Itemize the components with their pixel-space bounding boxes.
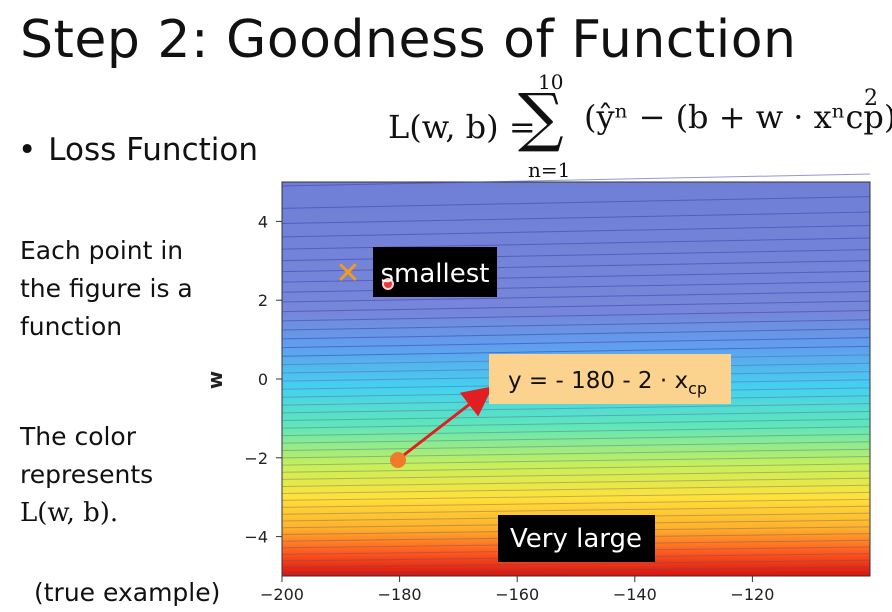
side-note-points: Each point in the figure is a function — [20, 232, 193, 346]
axis-ticks: −200 −180 −160 −140 −120 4 2 0 −2 −4 — [244, 212, 774, 604]
x-tick-label: −140 — [613, 585, 657, 604]
y-tick-label: −2 — [244, 449, 268, 468]
side-note-line: the figure is a — [20, 274, 193, 303]
contour-line — [281, 403, 871, 414]
x-tick-label: −200 — [260, 585, 304, 604]
equation-label-box — [489, 354, 731, 404]
y-tick-label: 4 — [258, 212, 268, 231]
contour-line — [281, 337, 871, 349]
side-note-color: The color represents L(w, b). — [20, 418, 153, 532]
x-tick-label: −120 — [730, 585, 774, 604]
formula-lhs: L(w, b) = — [388, 108, 536, 146]
contour-line — [281, 566, 871, 575]
y-tick-label: −4 — [244, 528, 268, 547]
equation-label: y = - 180 - 2 · xcp — [508, 368, 707, 398]
contour-line — [281, 319, 871, 331]
contour-line — [281, 484, 871, 494]
very-large-label: Very large — [510, 524, 642, 554]
loss-function-bullet: • Loss Function — [18, 132, 258, 168]
contour-line — [281, 410, 871, 422]
contour-line — [281, 470, 871, 480]
y-tick-label: 0 — [258, 370, 268, 389]
side-note-line: The color — [20, 422, 137, 451]
y-axis-label: w — [203, 371, 227, 389]
sum-lower-limit: n=1 — [528, 158, 571, 182]
equation-subscript: cp — [688, 379, 707, 398]
formula-body: (ŷⁿ − (b + w · xⁿcp)) — [584, 98, 892, 136]
contour-line — [281, 463, 871, 473]
contour-line — [281, 290, 871, 303]
formula-power: 2 — [864, 86, 878, 111]
slide-title: Step 2: Goodness of Function — [20, 10, 797, 70]
contour-line — [281, 345, 871, 357]
smallest-label: smallest — [381, 259, 490, 289]
bullet-marker: • — [18, 132, 37, 168]
contour-line — [281, 418, 871, 429]
x-tick-label: −180 — [378, 585, 422, 604]
y-tick-label: 2 — [258, 291, 268, 310]
contour-line — [281, 173, 871, 187]
smallest-label-box — [373, 247, 497, 297]
contour-line — [281, 448, 871, 459]
equation-annotation: y = - 180 - 2 · xcp — [390, 354, 731, 468]
minimum-cross-icon: ✕ — [335, 256, 360, 291]
x-tick-label: −160 — [495, 585, 539, 604]
minimum-point-marker — [382, 278, 394, 290]
equation-main: y = - 180 - 2 · x — [508, 368, 688, 394]
contour-line — [281, 559, 871, 569]
contour-line — [281, 328, 871, 340]
contour-line — [281, 491, 871, 501]
contour-line — [281, 477, 871, 487]
very-large-annotation: Very large — [498, 515, 655, 562]
side-note-line: function — [20, 312, 123, 341]
contour-line — [281, 211, 871, 225]
loss-formula: L(w, b) = 10 ∑ n=1 (ŷⁿ − (b + w · xⁿcp))… — [388, 70, 892, 182]
contour-line — [281, 310, 871, 322]
smallest-annotation: ✕ smallest — [335, 247, 497, 297]
contour-line — [281, 498, 871, 508]
contour-line — [281, 196, 871, 209]
side-note-line: Each point in — [20, 236, 184, 265]
sigma-symbol: ∑ — [518, 81, 564, 155]
contour-line — [281, 456, 871, 466]
very-large-label-box — [498, 515, 655, 562]
side-note-math: L(w, b). — [20, 498, 119, 528]
bullet-label: Loss Function — [48, 132, 259, 168]
true-example-note: (true example) — [34, 578, 221, 607]
side-note-line: represents — [20, 460, 154, 489]
contour-line — [281, 300, 871, 313]
arrow-line — [399, 386, 493, 460]
contour-line — [281, 433, 871, 444]
contour-line — [281, 441, 871, 452]
contour-line — [281, 225, 871, 238]
contour-line — [281, 426, 871, 437]
sample-point-marker — [390, 452, 406, 468]
sum-upper-limit: 10 — [538, 70, 564, 94]
contour-line — [281, 505, 871, 515]
